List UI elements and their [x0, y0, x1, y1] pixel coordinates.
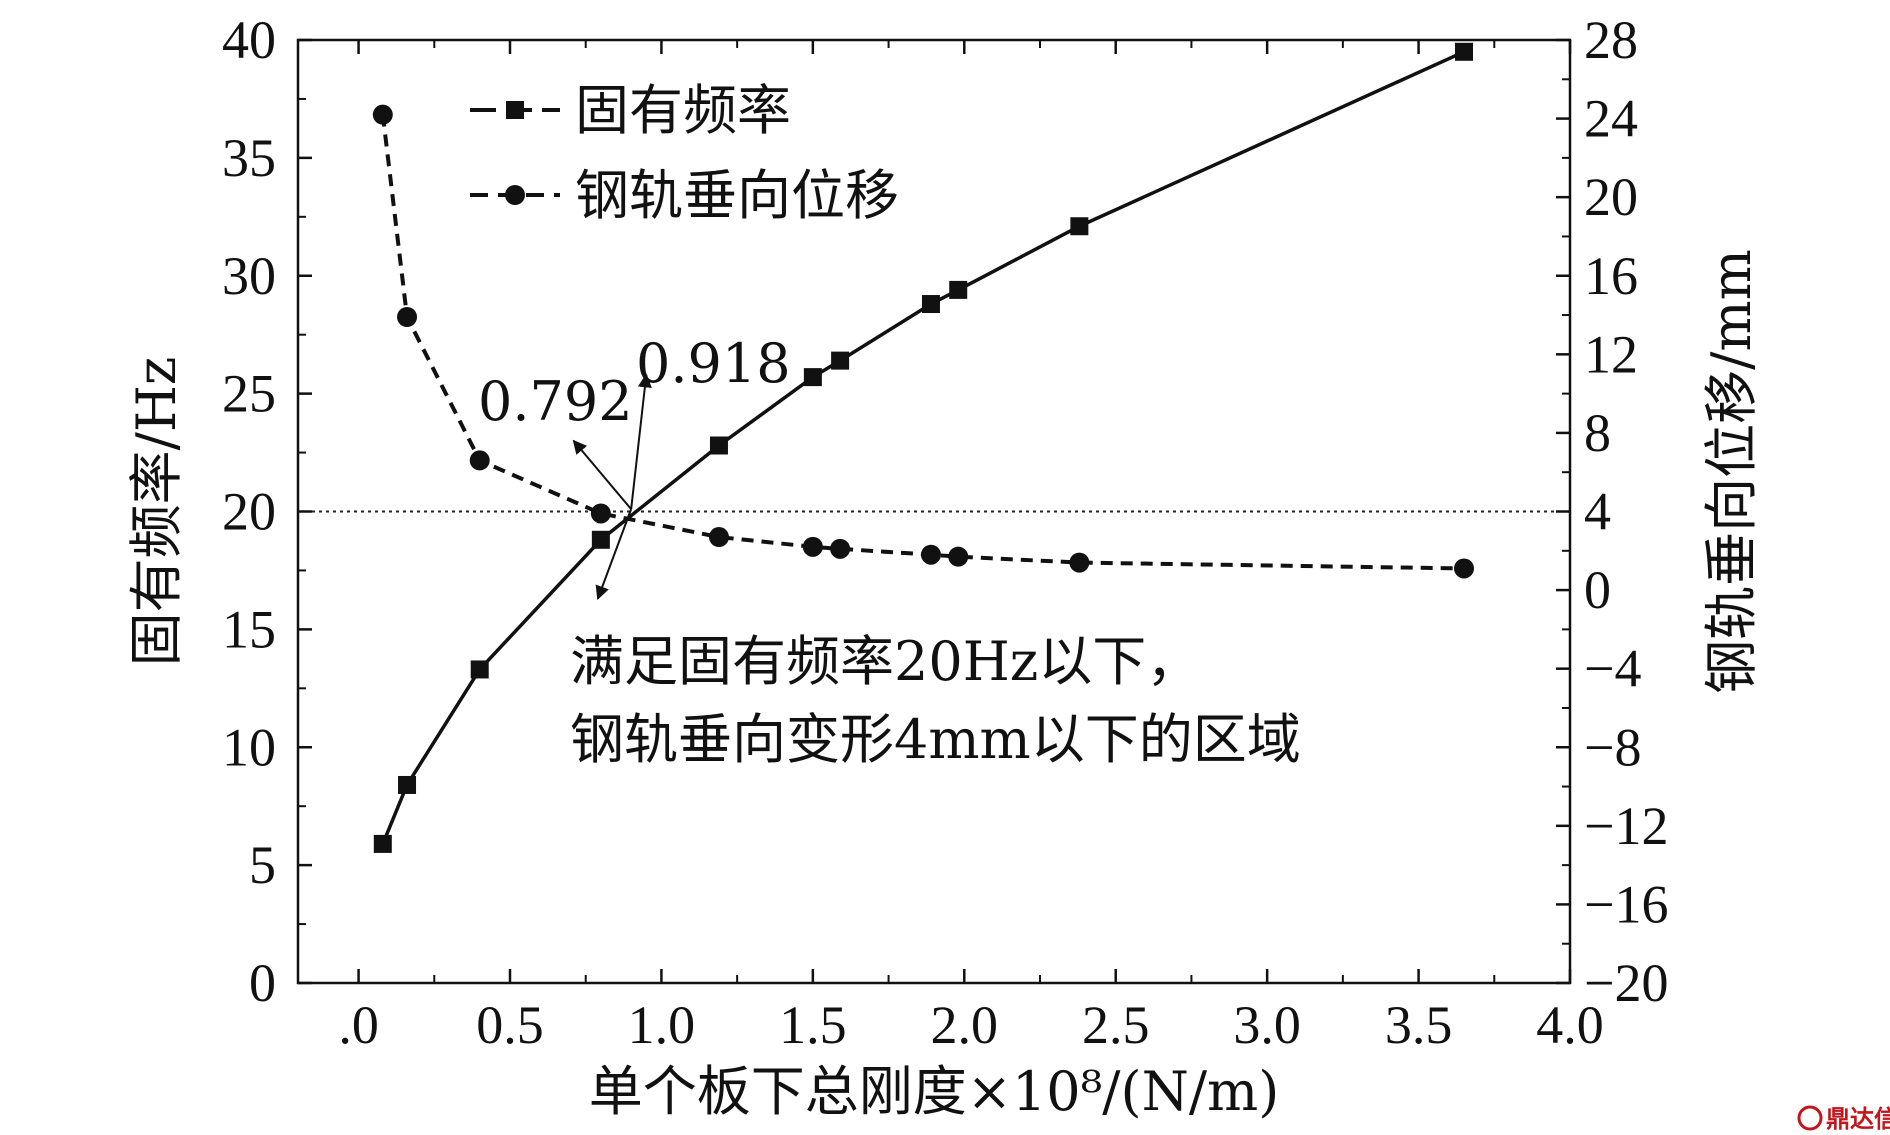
- data-point-square: [591, 530, 610, 549]
- annotation-region-line2: 钢轨垂向变形4mm以下的区域: [570, 708, 1301, 771]
- plot-area: .0 0.5 1.0 1.5 2.0 2.5 3.0 3.5 4.0 0 5 10 15 20 25 30 35…: [125, 10, 1890, 1133]
- x-tick-label: 0.5: [476, 995, 544, 1055]
- data-point-square: [373, 834, 392, 853]
- data-point-square: [921, 295, 940, 314]
- y-left-axis-title: 固有频率/Hz: [125, 357, 188, 667]
- y-left-tick-label: 20: [222, 482, 276, 542]
- y-left-tick-label: 30: [222, 246, 276, 306]
- data-point-circle: [1069, 552, 1090, 573]
- legend-marker-square: [506, 101, 524, 119]
- data-point-circle: [830, 538, 851, 559]
- watermark-logo-icon: [1797, 1105, 1823, 1131]
- data-point-square: [470, 660, 489, 679]
- legend-label-2: 钢轨垂向位移: [575, 164, 899, 227]
- data-point-circle: [590, 503, 611, 524]
- y-right-tick-label: 12: [1584, 324, 1638, 384]
- y-right-axis-title: 钢轨垂向位移/mm: [1700, 249, 1763, 694]
- y-left-tick-label: 40: [222, 10, 276, 70]
- annotation-0792: 0.792: [478, 370, 633, 433]
- data-point-square: [1455, 42, 1473, 61]
- data-point-circle: [920, 544, 941, 565]
- x-tick-label: 4.0: [1536, 995, 1604, 1055]
- y-right-tick-label: −12: [1584, 796, 1668, 856]
- x-tick-label: 3.5: [1385, 995, 1453, 1055]
- y-left-tick-label: 25: [222, 364, 276, 424]
- data-point-circle: [397, 307, 418, 328]
- data-point-square: [709, 436, 728, 455]
- legend-label-1: 固有频率: [575, 79, 791, 142]
- arrow-to-0918: [630, 373, 652, 510]
- data-point-circle: [708, 527, 729, 548]
- annotation-0918: 0.918: [636, 332, 791, 395]
- y-right-tick-label: 28: [1584, 10, 1638, 70]
- y-right-tick-label: −4: [1584, 639, 1641, 699]
- y-right-tick-label: −20: [1584, 953, 1668, 1013]
- data-point-square: [949, 280, 968, 299]
- legend-marker-circle: [505, 185, 525, 205]
- annotation-region-line1: 满足固有频率20Hz以下，: [570, 630, 1200, 693]
- data-point-square: [803, 368, 822, 387]
- y-right-tick-label: −16: [1584, 874, 1668, 934]
- data-point-circle: [948, 546, 969, 567]
- x-tick-label: 3.0: [1233, 995, 1301, 1055]
- watermark-text: 鼎达信: [1826, 1105, 1890, 1133]
- x-tick-label: 2.0: [931, 995, 999, 1055]
- y-left-tick-label: 5: [249, 835, 276, 895]
- data-point-circle: [469, 450, 490, 471]
- arrow-to-region: [595, 508, 633, 601]
- y-left-tick-label: 35: [222, 128, 276, 188]
- data-point-circle: [802, 536, 823, 557]
- y-right-tick-label: 20: [1584, 167, 1638, 227]
- data-point-square: [1070, 217, 1089, 236]
- series-line-2: [380, 114, 1465, 571]
- y-right-tick-label: 24: [1584, 89, 1638, 149]
- y-right-tick-label: 8: [1584, 403, 1611, 463]
- x-tick-label: 1.5: [779, 995, 847, 1055]
- y-left-tick-label: 0: [249, 953, 276, 1013]
- x-tick-label: 2.5: [1082, 995, 1150, 1055]
- y-right-tick-label: −8: [1584, 717, 1641, 777]
- y-left-tick-label: 15: [222, 599, 276, 659]
- x-tick-label: .0: [338, 995, 379, 1055]
- y-right-tick-label: 0: [1584, 560, 1611, 620]
- data-point-circle: [372, 104, 393, 125]
- y-right-tick-label: 4: [1584, 482, 1611, 542]
- x-axis-title: 单个板下总刚度×10⁸/(N/m): [589, 1060, 1280, 1123]
- data-point-square: [398, 775, 417, 794]
- y-right-tick-label: 16: [1584, 246, 1638, 306]
- y-left-tick-label: 10: [222, 717, 276, 777]
- x-tick-label: 1.0: [628, 995, 696, 1055]
- data-point-square: [831, 351, 850, 370]
- data-point-circle: [1454, 558, 1474, 579]
- arrow-to-0792: [572, 439, 632, 510]
